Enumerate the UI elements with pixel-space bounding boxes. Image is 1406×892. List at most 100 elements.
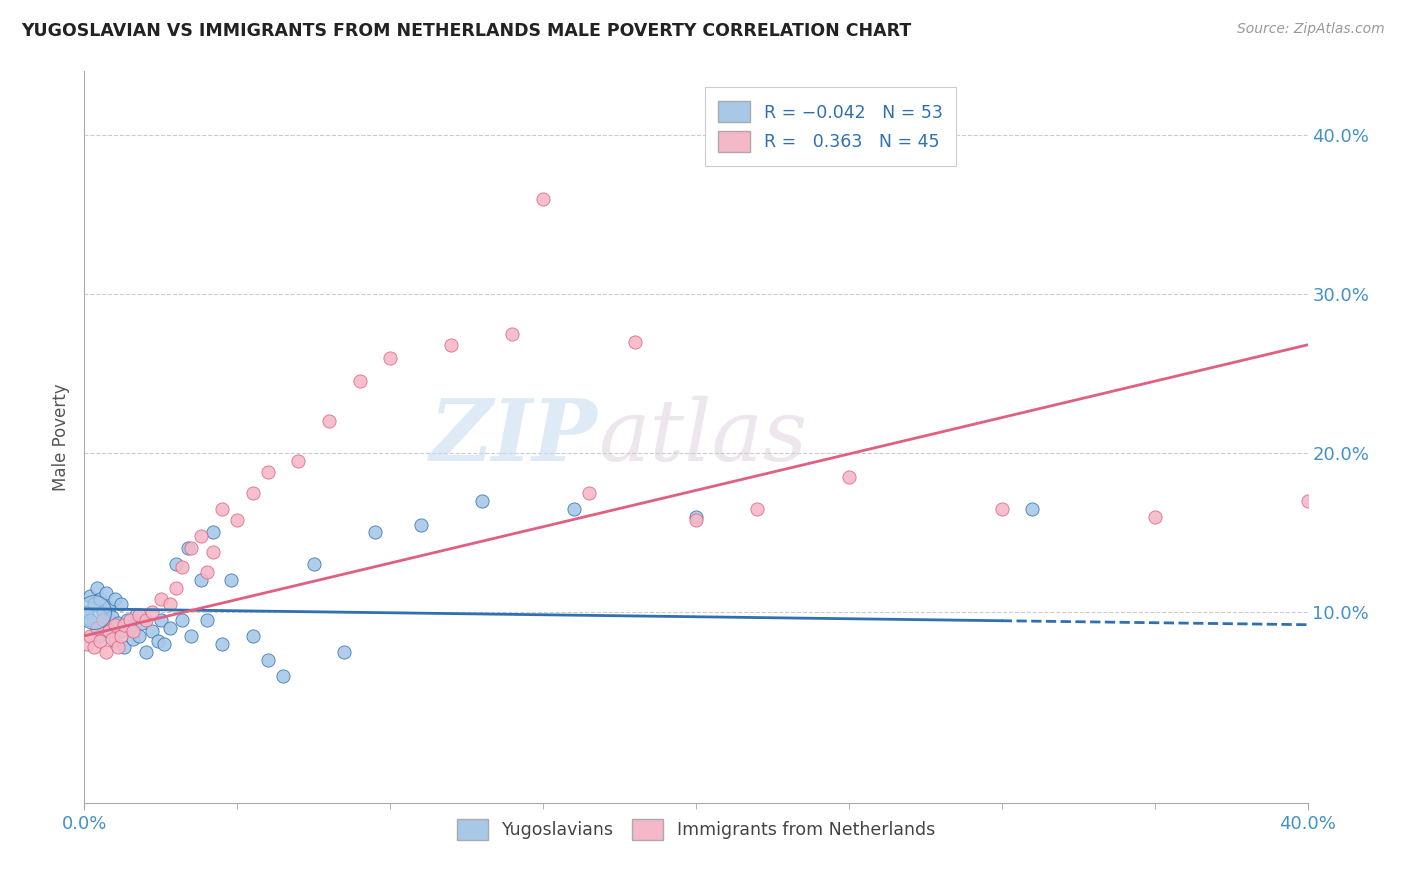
- Point: [120, 613, 142, 627]
- Point: [349, 375, 371, 389]
- Point: [94, 624, 117, 638]
- Point: [685, 513, 707, 527]
- Point: [226, 513, 249, 527]
- Point: [128, 629, 150, 643]
- Point: [83, 640, 105, 654]
- Point: [89, 633, 111, 648]
- Point: [112, 617, 135, 632]
- Point: [1296, 493, 1319, 508]
- Point: [131, 616, 153, 631]
- Point: [165, 581, 187, 595]
- Point: [86, 621, 108, 635]
- Point: [440, 338, 463, 352]
- Legend: Yugoslavians, Immigrants from Netherlands: Yugoslavians, Immigrants from Netherland…: [449, 811, 943, 849]
- Y-axis label: Male Poverty: Male Poverty: [52, 384, 70, 491]
- Point: [195, 613, 218, 627]
- Point: [211, 501, 233, 516]
- Point: [201, 544, 224, 558]
- Point: [110, 624, 132, 638]
- Point: [146, 633, 169, 648]
- Point: [122, 632, 145, 646]
- Point: [79, 589, 101, 603]
- Point: [201, 525, 224, 540]
- Point: [502, 326, 524, 341]
- Point: [149, 592, 172, 607]
- Point: [120, 621, 142, 635]
- Point: [190, 573, 212, 587]
- Point: [76, 605, 98, 619]
- Point: [531, 192, 554, 206]
- Text: atlas: atlas: [598, 396, 807, 478]
- Point: [165, 558, 187, 572]
- Point: [135, 613, 157, 627]
- Point: [195, 566, 218, 580]
- Point: [135, 645, 157, 659]
- Point: [172, 560, 194, 574]
- Point: [122, 624, 145, 638]
- Point: [141, 605, 163, 619]
- Point: [79, 613, 101, 627]
- Point: [110, 629, 132, 643]
- Point: [110, 597, 132, 611]
- Point: [257, 465, 280, 479]
- Point: [180, 541, 202, 556]
- Point: [409, 517, 432, 532]
- Point: [991, 501, 1014, 516]
- Point: [91, 613, 114, 627]
- Point: [333, 645, 356, 659]
- Point: [94, 645, 117, 659]
- Point: [125, 608, 148, 623]
- Point: [107, 640, 129, 654]
- Point: [180, 629, 202, 643]
- Point: [1143, 509, 1166, 524]
- Point: [177, 541, 200, 556]
- Point: [1021, 501, 1043, 516]
- Point: [89, 629, 111, 643]
- Point: [364, 525, 387, 540]
- Point: [89, 592, 111, 607]
- Point: [91, 617, 114, 632]
- Point: [115, 613, 138, 627]
- Point: [838, 470, 860, 484]
- Point: [112, 640, 135, 654]
- Point: [97, 600, 120, 615]
- Point: [159, 597, 181, 611]
- Point: [219, 573, 242, 587]
- Text: ZIP: ZIP: [430, 395, 598, 479]
- Point: [747, 501, 769, 516]
- Point: [153, 637, 176, 651]
- Text: Source: ZipAtlas.com: Source: ZipAtlas.com: [1237, 22, 1385, 37]
- Point: [86, 581, 108, 595]
- Point: [86, 621, 108, 635]
- Point: [141, 624, 163, 638]
- Point: [83, 605, 105, 619]
- Point: [302, 558, 325, 572]
- Point: [101, 609, 124, 624]
- Point: [242, 629, 264, 643]
- Point: [94, 586, 117, 600]
- Point: [242, 485, 264, 500]
- Point: [211, 637, 233, 651]
- Point: [104, 617, 127, 632]
- Point: [172, 613, 194, 627]
- Point: [287, 454, 309, 468]
- Point: [318, 414, 340, 428]
- Point: [380, 351, 402, 365]
- Point: [83, 597, 105, 611]
- Point: [685, 509, 707, 524]
- Point: [91, 605, 114, 619]
- Point: [101, 632, 124, 646]
- Point: [471, 493, 494, 508]
- Point: [76, 637, 98, 651]
- Point: [97, 613, 120, 627]
- Point: [190, 529, 212, 543]
- Point: [104, 592, 127, 607]
- Point: [624, 334, 647, 349]
- Point: [97, 624, 120, 638]
- Point: [79, 629, 101, 643]
- Point: [149, 613, 172, 627]
- Point: [104, 633, 127, 648]
- Point: [107, 616, 129, 631]
- Point: [257, 653, 280, 667]
- Point: [128, 608, 150, 623]
